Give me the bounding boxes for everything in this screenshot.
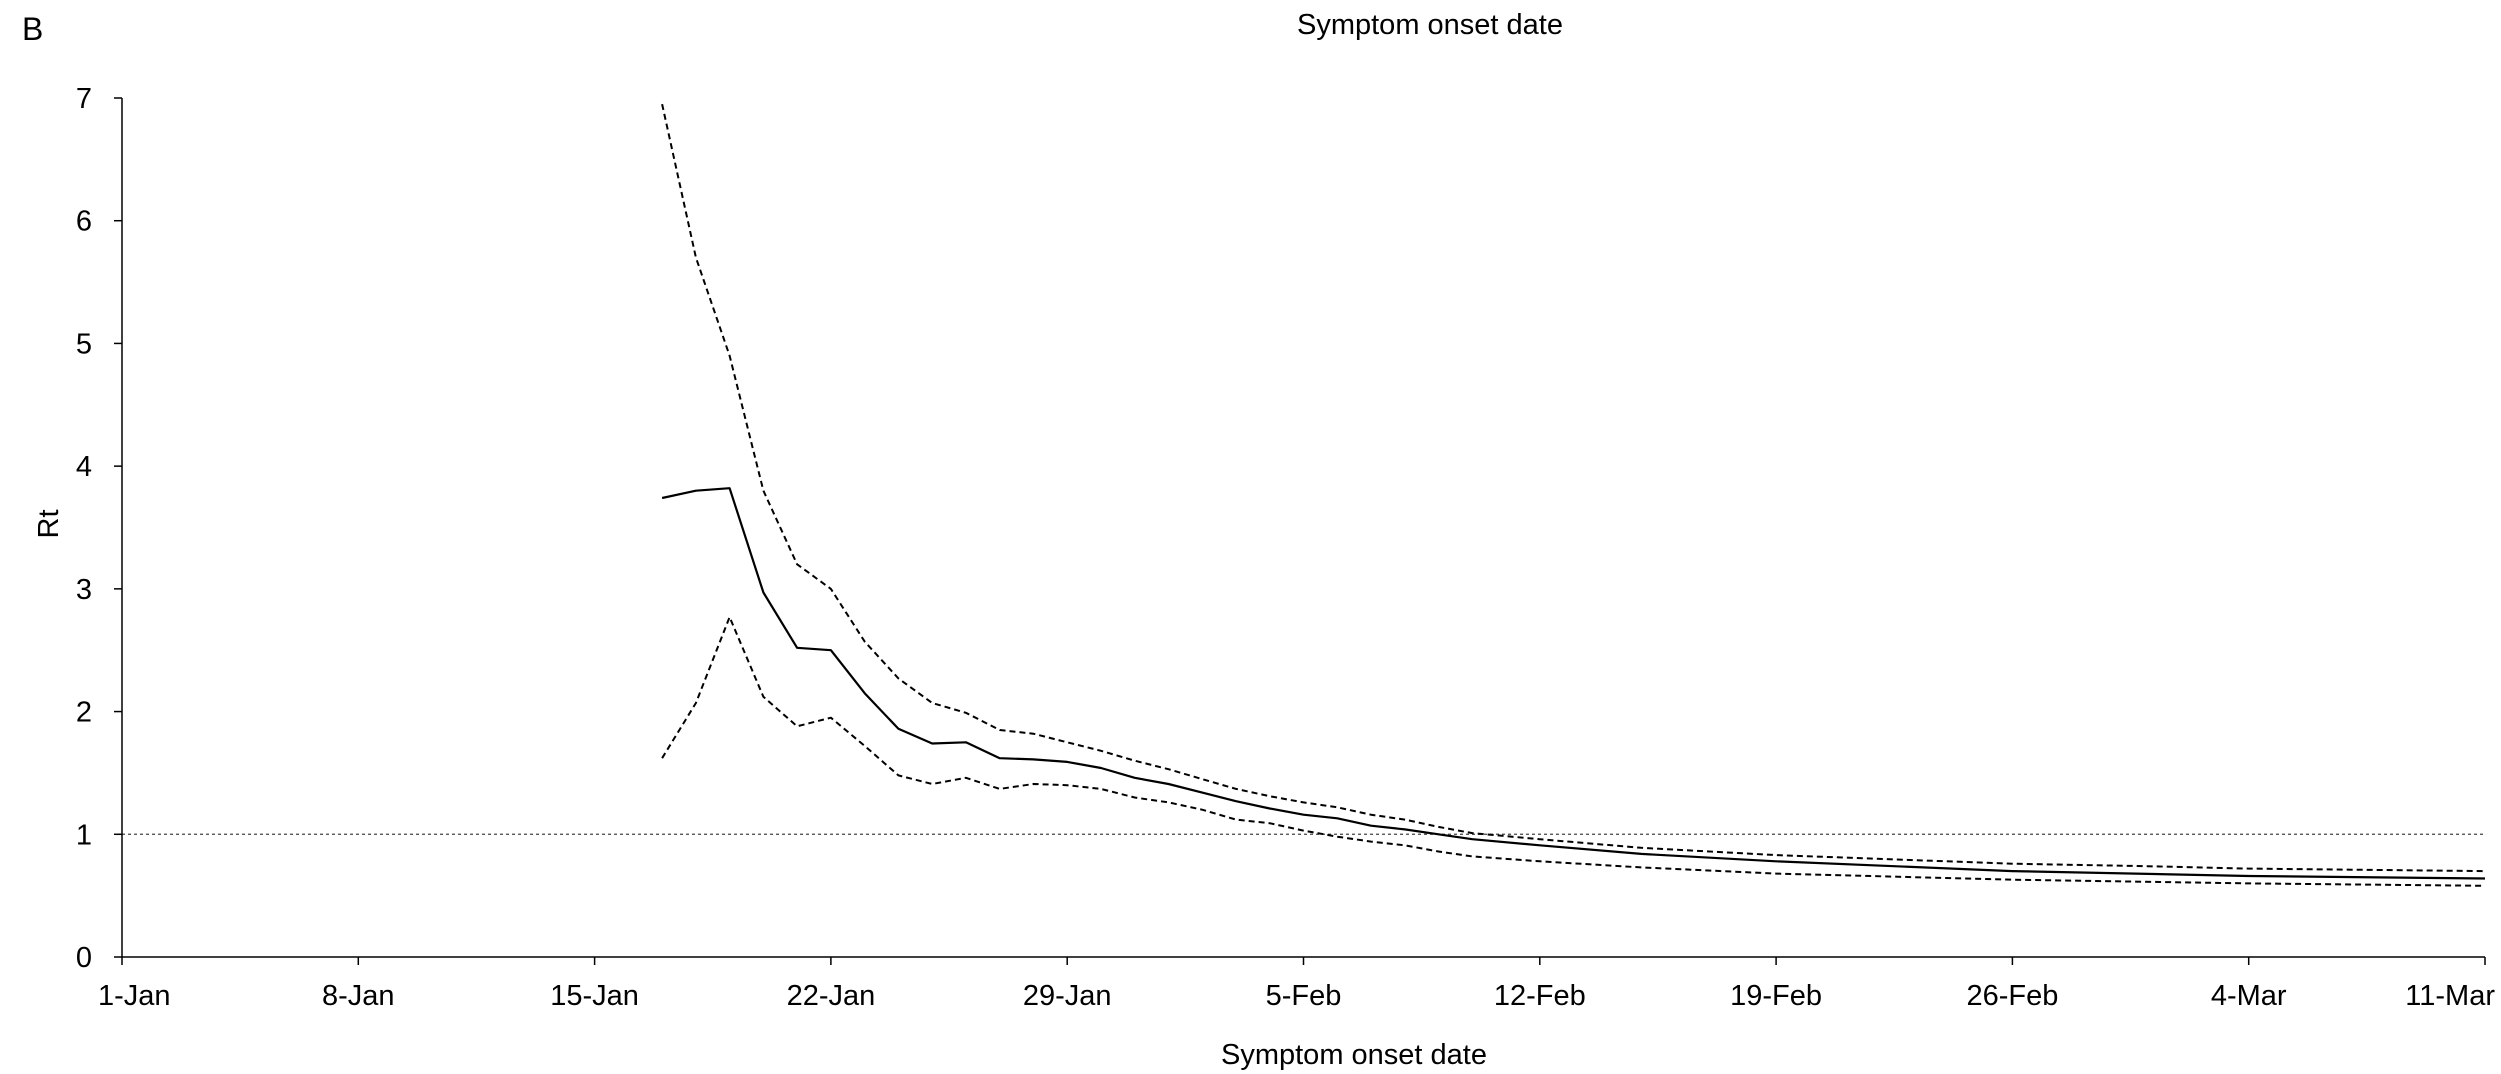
y-tick-label: 3 <box>76 574 92 606</box>
x-tick-label: 29-Jan <box>1023 980 1112 1012</box>
x-tick-label: 8-Jan <box>322 980 395 1012</box>
x-tick-label: 5-Feb <box>1266 980 1342 1012</box>
panel-label: B <box>22 11 43 47</box>
rt-lower-bound-line <box>661 616 2486 887</box>
y-tick-label: 1 <box>76 819 92 851</box>
x-tick-label: 15-Jan <box>550 980 639 1012</box>
y-axis-label: Rt <box>33 510 65 539</box>
x-tick-label: 19-Feb <box>1730 980 1822 1012</box>
x-tick-label: 11-Mar <box>2405 980 2495 1012</box>
y-tick-label: 2 <box>76 697 92 729</box>
rt-estimate-line <box>661 487 2486 880</box>
chart-title: Symptom onset date <box>1297 9 1563 41</box>
y-tick-label: 7 <box>76 83 92 115</box>
x-tick-label: 4-Mar <box>2211 980 2287 1012</box>
x-tick-label: 22-Jan <box>787 980 876 1012</box>
y-tick-label: 0 <box>76 942 92 974</box>
plot-area: 0 1 2 3 4 5 6 7 1-Jan 8-Jan 15-Jan 22-Jan 29-Jan 5-Fe… <box>76 83 2495 1012</box>
rt-upper-bound-line <box>661 103 2486 873</box>
x-tick-label: 1-Jan <box>98 980 171 1012</box>
x-tick-label: 12-Feb <box>1494 980 1586 1012</box>
y-tick-label: 5 <box>76 328 92 360</box>
y-tick-label: 4 <box>76 451 92 483</box>
y-tick-label: 6 <box>76 206 92 238</box>
x-tick-label: 26-Feb <box>1966 980 2058 1012</box>
x-axis-label: Symptom onset date <box>1221 1039 1487 1071</box>
